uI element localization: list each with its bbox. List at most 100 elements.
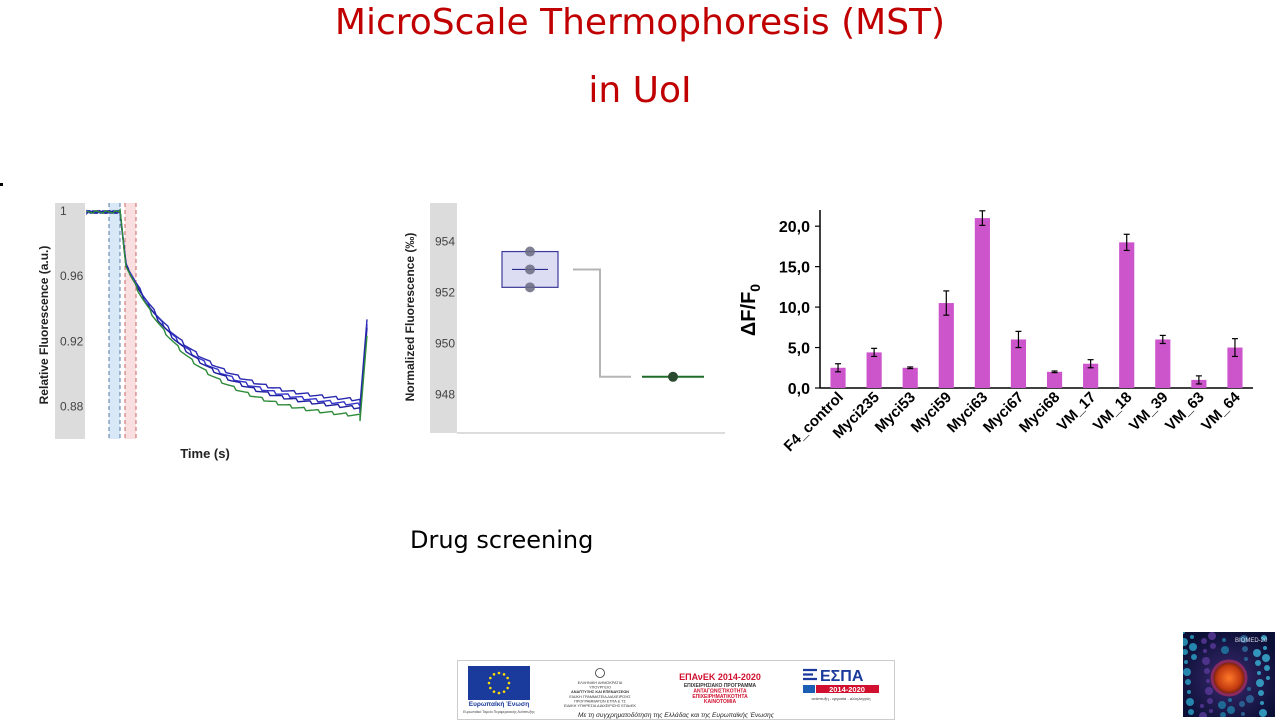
badge-cell [1240,635,1248,643]
bar [830,367,846,388]
trace-line [86,209,368,410]
y-tick-label: 950 [435,337,455,351]
y-tick-label: 0.96 [60,269,84,283]
dff0-bar-chart: 0,05,010,015,020,0 F4_controlMyci235Myci… [738,210,1253,455]
epanek-line: ΕΠΙΧΕΙΡΗΣΙΑΚΟ ΠΡΟΓΡΑΜΜΑ [684,683,757,689]
y-tick-label: 0.92 [60,334,84,348]
y-tick-label: 0,0 [788,381,810,398]
eu-star [492,690,496,693]
bar [1046,371,1063,388]
badge-cell [1262,654,1270,662]
hot-region [125,203,136,439]
badge-cell [1183,668,1191,676]
category-label: VM_63 [1162,389,1208,435]
badge-cell [1242,646,1248,652]
badge-cell [1206,679,1210,683]
bar [1083,363,1099,388]
category-label: VM_17 [1054,389,1100,435]
category-label: VM_18 [1090,389,1136,435]
group-2-point [668,371,678,382]
bullet-dot [0,183,3,186]
badge-cell [1220,712,1226,717]
y-tick-label: 20,0 [779,219,810,236]
epanek-line: ΚΑΙΝΟΤΟΜΙΑ [704,699,737,705]
badge-cell [1202,657,1210,665]
badge-text: BIOMED-20 [1235,638,1268,644]
slide-subtitle: in UoI [588,70,692,111]
badge-cell [1218,701,1226,709]
cold-region [109,203,120,439]
badge-cell [1183,632,1185,634]
badge-cell [1203,649,1207,653]
y-tick-label: 15,0 [779,260,810,277]
y-axis-label: ΔF/F0 [738,284,763,336]
badge-cell [1227,706,1235,714]
badge-cell [1246,695,1254,703]
eu-star [507,681,511,685]
badge-cell [1183,638,1188,646]
badge-cell [1266,676,1270,680]
badge-cell [1222,638,1226,642]
eu-star [506,686,509,690]
badge-cell [1258,690,1264,696]
connector-line [573,268,631,378]
badge-cell [1187,690,1191,694]
plot-left-band [430,203,457,433]
badge-cell [1183,649,1188,655]
drug-screening-caption: Drug screening [410,526,594,554]
eu-star [489,686,492,690]
badge-cell [1221,646,1229,654]
eu-flag-icon [468,666,530,700]
plot-left-band [55,203,85,439]
badge-cell [1239,701,1245,707]
badge-cell [1185,679,1191,685]
badge-cell [1259,709,1267,717]
badge-cell [1244,657,1248,661]
y-tick-label: 948 [435,388,455,402]
group-1-point [525,246,535,257]
bar [866,352,882,388]
badge-cell [1191,654,1197,660]
epanek-title: ΕΠΑνΕΚ 2014-2020 [679,672,761,682]
greek-emblem-icon [595,668,605,678]
badge-cell [1247,687,1251,691]
y-tick-label: 0.88 [60,399,84,413]
eu-star [492,673,496,676]
eu-star [487,681,491,685]
badge-cell [1253,649,1261,657]
y-tick-label: 1 [60,204,67,218]
badge-cell [1204,668,1210,674]
y-axis-label: Relative Fluorescence (a.u.) [37,246,51,405]
badge-cell [1261,635,1267,641]
ministry-line: ΥΠΟΥΡΓΕΙΟ [589,686,611,690]
badge-cell [1201,638,1207,644]
normalized-fluorescence-chart: 954 952 950 948 Normalized Fluorescence (‰) [403,203,725,434]
category-label: VM_64 [1198,388,1244,434]
badge-cell [1189,643,1197,651]
funding-logos-banner: Ευρωπαϊκή Ένωση Ευρωπαϊκό Ταμείο Περιφερ… [457,660,895,720]
bar [974,218,990,388]
y-tick-label: 10,0 [779,300,810,317]
ministry-line: ΕΙΔΙΚΗ ΓΡΑΜΜΑΤΕΙΑ ΔΙΑΧΕΙΡΙΣΗΣ [569,695,631,699]
eu-star [502,690,506,693]
badge-cell [1228,698,1232,702]
category-label: Myci68 [1016,389,1063,436]
eu-star [506,676,509,680]
bar [1119,242,1135,388]
bar [902,367,918,388]
badge-cell [1199,712,1207,717]
ministry-line: ΠΡΟΓΡΑΜΜΑΤΩΝ ΕΤΠΑ & ΤΣ [574,699,626,703]
category-label: VM_39 [1126,389,1172,435]
espa-years: 2014-2020 [829,685,865,694]
eu-star [497,691,501,695]
badge-cell [1190,635,1194,639]
badge-cell [1200,704,1204,708]
bar [938,303,954,388]
badge-cell [1188,709,1194,715]
badge-cell [1241,712,1245,716]
y-tick-label: 952 [435,285,455,299]
bar [1155,339,1171,388]
badge-cell [1210,643,1216,649]
bar [1010,339,1027,388]
eu-star [489,676,492,680]
